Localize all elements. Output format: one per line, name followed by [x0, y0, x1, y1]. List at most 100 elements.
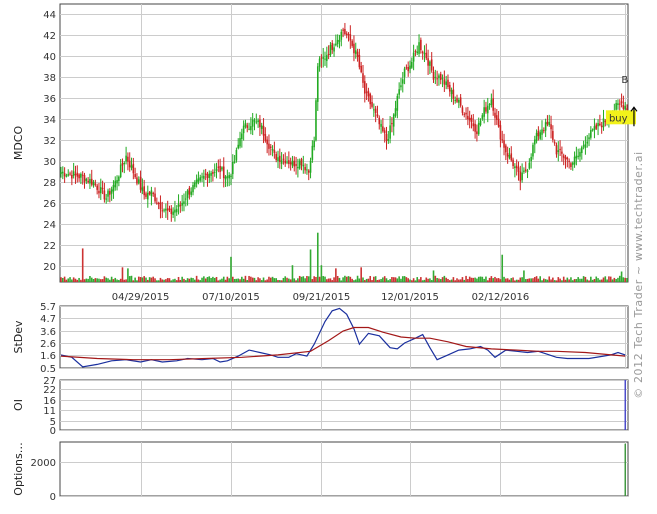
volume-bar: [69, 277, 71, 282]
candle-body: [387, 139, 390, 141]
volume-bar: [114, 277, 117, 282]
volume-bar: [472, 277, 475, 282]
candle-body: [550, 124, 552, 130]
candle-body: [365, 91, 368, 93]
y-tick-label: 5.7: [40, 302, 56, 313]
candle-body: [514, 166, 516, 169]
volume-bar: [152, 276, 155, 282]
volume-bar: [181, 276, 183, 282]
volume-bar: [416, 277, 419, 282]
volume-bar: [233, 278, 236, 282]
volume-bar: [269, 277, 272, 282]
volume-bar: [459, 279, 462, 282]
candle-body: [291, 160, 294, 166]
volume-bar: [177, 276, 180, 282]
candle-body: [582, 145, 585, 147]
candle-body: [463, 113, 466, 115]
candle-body: [143, 186, 145, 196]
candle-body: [562, 155, 565, 158]
y-tick-label: 44: [43, 10, 56, 21]
volume-bar: [186, 278, 189, 282]
candle-body: [517, 167, 520, 172]
candle-body: [383, 130, 386, 134]
volume-bar: [125, 279, 127, 282]
volume-bar: [427, 278, 429, 282]
volume-bar: [293, 278, 296, 282]
volume-bar: [606, 279, 608, 282]
volume-bar: [458, 279, 460, 282]
candle-body: [297, 166, 299, 169]
volume-bar: [264, 280, 267, 282]
candle-body: [259, 119, 261, 128]
candle-body: [203, 175, 205, 179]
candle-body: [166, 208, 169, 211]
volume-bar: [425, 277, 428, 282]
candle-body: [324, 58, 326, 60]
candle-body: [591, 129, 594, 131]
candle-body: [184, 198, 187, 200]
volume-bar: [490, 276, 493, 282]
candle-body: [519, 171, 522, 182]
volume-bar: [430, 280, 433, 282]
candle-body: [306, 169, 308, 171]
volume-bar: [288, 278, 290, 282]
candle-body: [450, 90, 453, 95]
candle-body: [268, 143, 270, 149]
candle-body: [515, 165, 518, 169]
candle-body: [157, 203, 160, 205]
candle-body: [363, 81, 366, 94]
candle-body: [282, 158, 285, 160]
volume-bar: [369, 275, 372, 282]
volume-bar: [201, 277, 203, 282]
candle-body: [318, 58, 321, 67]
y-tick-label: 4.7: [40, 314, 56, 325]
candle-body: [414, 51, 417, 53]
volume-bar: [179, 279, 182, 282]
volume-bar: [367, 278, 370, 282]
volume-bar: [260, 280, 263, 282]
volume-bar: [338, 277, 341, 282]
volume-bar: [94, 278, 97, 282]
pane-frame-3: [59, 379, 629, 431]
candle-body: [356, 51, 359, 58]
volume-bar: [221, 278, 223, 282]
volume-bar: [365, 278, 368, 282]
candle-body: [289, 162, 292, 165]
candle-body: [443, 79, 446, 85]
candle-body: [62, 171, 64, 174]
volume-bar: [506, 278, 509, 282]
candle-body: [177, 203, 180, 208]
volume-bar: [376, 280, 379, 282]
candle-body: [600, 125, 603, 128]
candle-body: [336, 39, 339, 45]
y-tick-label: 5: [50, 417, 56, 428]
candle-body: [101, 187, 104, 190]
volume-bar: [501, 254, 504, 282]
volume-bar: [342, 277, 344, 282]
y-axis-label: Options…: [12, 442, 25, 495]
candle-body: [405, 67, 408, 69]
volume-bar: [588, 280, 590, 282]
volume-bar: [248, 275, 250, 282]
candle-body: [604, 120, 607, 123]
volume-bar: [510, 278, 513, 282]
volume-bar: [378, 279, 381, 282]
volume-bar: [282, 277, 285, 282]
volume-bar: [477, 276, 480, 282]
volume-bar: [591, 279, 594, 282]
candle-body: [345, 33, 348, 36]
candle-body: [76, 172, 79, 177]
candle-body: [488, 104, 491, 106]
candle-body: [373, 109, 375, 111]
x-tick-label: 04/29/2015: [112, 292, 170, 303]
volume-bar: [438, 278, 440, 282]
oi-bar: [624, 380, 626, 430]
candle-body: [248, 128, 250, 130]
candle-body: [354, 50, 357, 54]
volume-bar: [470, 277, 473, 282]
volume-bar: [580, 278, 583, 282]
candle-body: [543, 130, 545, 132]
volume-bar: [81, 248, 84, 282]
y-tick-label: 2.6: [40, 339, 56, 350]
volume-bar: [315, 276, 317, 282]
